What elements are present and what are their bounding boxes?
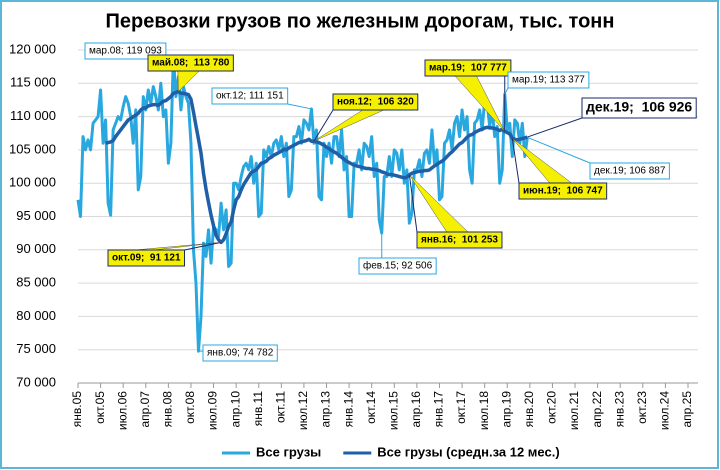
annotation-box bbox=[416, 231, 503, 249]
annotation: окт.09; 91 121 bbox=[107, 241, 222, 267]
x-tick-label: апр.19 bbox=[499, 391, 513, 428]
annotation-leader bbox=[184, 241, 222, 251]
x-tick-label: июл.21 bbox=[567, 391, 581, 430]
annotation-box bbox=[107, 249, 186, 267]
annotation-box bbox=[332, 93, 419, 111]
y-tick-label: 85 000 bbox=[16, 275, 56, 290]
annotation-label: мар.19; 107 777 bbox=[429, 63, 507, 74]
annotation-label: янв.09; 74 782 bbox=[207, 348, 274, 359]
annotation-leader bbox=[527, 117, 583, 138]
x-tick-label: апр.25 bbox=[680, 391, 694, 428]
annotation-label: окт.12; 111 151 bbox=[216, 91, 284, 102]
x-tick-label: окт.17 bbox=[454, 391, 468, 424]
x-tick-label: янв.11 bbox=[251, 391, 265, 427]
annotation-box bbox=[202, 344, 278, 362]
annotation-box bbox=[518, 182, 608, 200]
annotation-box bbox=[211, 87, 289, 105]
annotation: янв.09; 74 782 bbox=[198, 344, 278, 362]
annotation-leader bbox=[504, 87, 509, 95]
annotation-leader bbox=[287, 103, 312, 110]
annotation: дек.19; 106 887 bbox=[527, 136, 670, 180]
annotation-label: мар.19; 113 377 bbox=[512, 75, 585, 86]
x-tick-label: июл.12 bbox=[296, 391, 310, 430]
y-tick-label: 80 000 bbox=[16, 308, 56, 323]
data-line bbox=[105, 89, 528, 245]
y-tick-label: 90 000 bbox=[16, 241, 56, 256]
x-tick-label: янв.23 bbox=[612, 391, 626, 428]
y-tick-label: 110 000 bbox=[10, 108, 56, 123]
x-tick-label: янв.08 bbox=[161, 391, 175, 428]
x-tick-label: окт.08 bbox=[183, 391, 197, 424]
annotation-label: июн.19; 106 747 bbox=[523, 186, 603, 197]
y-tick-label: 115 000 bbox=[10, 75, 56, 90]
chart-title: Перевозки грузов по железным дорогам, ты… bbox=[106, 10, 615, 32]
data-line bbox=[76, 54, 529, 353]
x-tick-label: июл.24 bbox=[658, 391, 672, 430]
annotation: июн.19; 106 747 bbox=[511, 138, 608, 200]
legend-label: Все грузы bbox=[256, 444, 321, 459]
x-tick-label: июл.09 bbox=[206, 391, 220, 430]
annotation-label: окт.09; 91 121 bbox=[112, 253, 181, 264]
annotation: фев.15; 92 506 bbox=[358, 233, 437, 275]
x-tick-label: окт.14 bbox=[364, 391, 378, 424]
x-tick-label: янв.17 bbox=[432, 391, 446, 428]
x-tick-label: янв.20 bbox=[522, 391, 536, 428]
annotation-box bbox=[581, 97, 697, 119]
x-tick-label: июл.18 bbox=[477, 391, 491, 430]
x-tick-label: окт.05 bbox=[93, 391, 107, 424]
x-tick-label: апр.16 bbox=[409, 391, 423, 428]
annotation-label: янв.16; 101 253 bbox=[421, 235, 498, 246]
annotation-label: май.08; 113 780 bbox=[152, 58, 230, 69]
annotation-box bbox=[589, 162, 670, 180]
legend-label: Все грузы (средн.за 12 мес.) bbox=[377, 444, 559, 459]
x-tick-label: апр.22 bbox=[590, 391, 604, 428]
annotation-box bbox=[358, 257, 437, 275]
annotation-leader bbox=[313, 109, 334, 142]
y-tick-label: 95 000 bbox=[16, 208, 56, 223]
annotation-label: мар.08; 119 093 bbox=[89, 46, 162, 57]
annotation-leader bbox=[408, 174, 418, 233]
x-tick-label: янв.05 bbox=[70, 391, 84, 428]
x-tick-label: окт.20 bbox=[545, 391, 559, 424]
y-tick-label: 75 000 bbox=[16, 341, 56, 356]
annotation: ноя.12; 106 320 bbox=[313, 93, 419, 142]
annotation: дек.19; 106 926 bbox=[527, 97, 697, 138]
annotation-box bbox=[84, 42, 167, 60]
x-tick-label: окт.23 bbox=[635, 391, 649, 424]
annotation-box bbox=[507, 71, 590, 89]
annotation-box bbox=[147, 54, 234, 72]
x-tick-label: янв.14 bbox=[341, 391, 355, 428]
x-tick-label: июл.06 bbox=[115, 391, 129, 430]
x-tick-label: июл.15 bbox=[386, 391, 400, 430]
annotation: окт.12; 111 151 bbox=[211, 87, 312, 110]
annotation-label: фев.15; 92 506 bbox=[363, 260, 433, 272]
annotation-leader bbox=[511, 138, 520, 184]
x-tick-label: апр.13 bbox=[319, 391, 333, 428]
annotation-label: дек.19; 106 926 bbox=[586, 99, 692, 115]
x-tick-label: апр.07 bbox=[138, 391, 152, 428]
annotation: мар.19; 107 777 bbox=[424, 59, 512, 132]
x-tick-label: апр.10 bbox=[228, 391, 242, 428]
annotation: янв.16; 101 253 bbox=[408, 174, 503, 249]
y-tick-label: 100 000 bbox=[9, 175, 56, 190]
y-tick-label: 120 000 bbox=[9, 41, 56, 56]
y-tick-label: 105 000 bbox=[9, 141, 56, 156]
annotation: май.08; 113 780 bbox=[147, 54, 234, 93]
annotation: мар.19; 113 377 bbox=[504, 71, 590, 95]
annotation-leader bbox=[527, 136, 591, 164]
annotation-label: дек.19; 106 887 bbox=[594, 166, 666, 177]
annotation-box bbox=[424, 59, 512, 77]
y-tick-label: 70 000 bbox=[16, 374, 56, 389]
annotation-label: ноя.12; 106 320 bbox=[337, 97, 414, 108]
annotation: мар.08; 119 093 bbox=[84, 42, 174, 60]
x-tick-label: окт.11 bbox=[274, 391, 288, 423]
